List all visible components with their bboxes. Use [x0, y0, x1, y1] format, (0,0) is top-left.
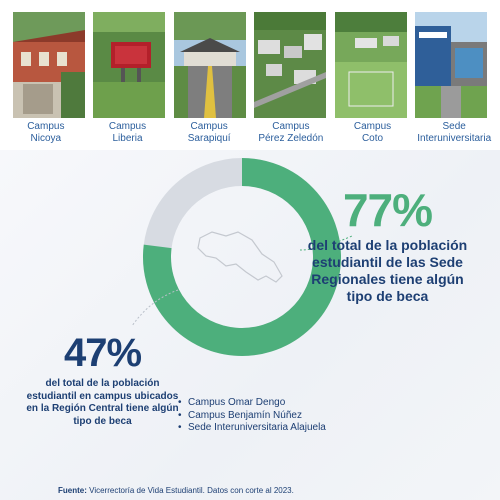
building-photo-icon — [13, 12, 85, 118]
campus-label-sarapiqui: Campus Sarapiquí — [187, 121, 231, 144]
list-item: Campus Benjamín Núñez — [178, 410, 398, 423]
campus-label-perez-zeledon: Campus Pérez Zeledón — [258, 121, 324, 144]
campus-label-liberia: Campus Liberia — [108, 121, 147, 144]
central-percent: 47% — [63, 331, 142, 375]
list-item: Sede Interuniversitaria Alajuela — [178, 422, 398, 435]
campus-photo-strip — [13, 12, 487, 118]
building-photo-icon — [414, 12, 487, 118]
campus-photo-nicoya — [13, 12, 85, 118]
source-label: Fuente: — [58, 486, 87, 495]
central-description: del total de la población estudiantil en… — [26, 378, 179, 427]
central-campus-list: Campus Omar Dengo Campus Benjamín Núñez … — [178, 397, 398, 435]
regional-percent: 77% — [342, 184, 433, 236]
field-photo-icon — [334, 12, 407, 118]
campus-photo-coto — [334, 12, 407, 118]
regional-description: del total de la población estudiantil de… — [307, 237, 468, 304]
aerial-photo-icon — [254, 12, 327, 118]
donut-ring-green — [143, 158, 341, 356]
campus-label-interuniversitaria: Sede Interuniversitaria — [417, 121, 492, 144]
campus-photo-perez-zeledon — [254, 12, 327, 118]
campus-photo-interuniversitaria — [414, 12, 487, 118]
campus-label-coto: Campus Coto — [353, 121, 392, 144]
source-note: Fuente: Vicerrectoría de Vida Estudianti… — [58, 486, 458, 495]
campus-labels: Campus Nicoya Campus Liberia Campus Sarapiq… — [5, 121, 495, 151]
central-stat: 47% del total de la población estudianti… — [25, 330, 180, 428]
regional-stat: 77% del total de la población estudianti… — [300, 185, 475, 305]
list-item: Campus Omar Dengo — [178, 397, 398, 410]
costa-rica-map-icon — [197, 231, 283, 283]
campus-photo-sarapiqui — [173, 12, 246, 118]
connector-left — [131, 289, 179, 327]
source-text: Vicerrectoría de Vida Estudiantil. Datos… — [89, 486, 294, 495]
campus-label-nicoya: Campus Nicoya — [27, 121, 65, 144]
background-pattern — [0, 150, 500, 500]
sign-photo-icon — [93, 12, 166, 118]
connector-right — [299, 235, 353, 251]
campus-photo-liberia — [93, 12, 166, 118]
entrance-photo-icon — [173, 12, 246, 118]
